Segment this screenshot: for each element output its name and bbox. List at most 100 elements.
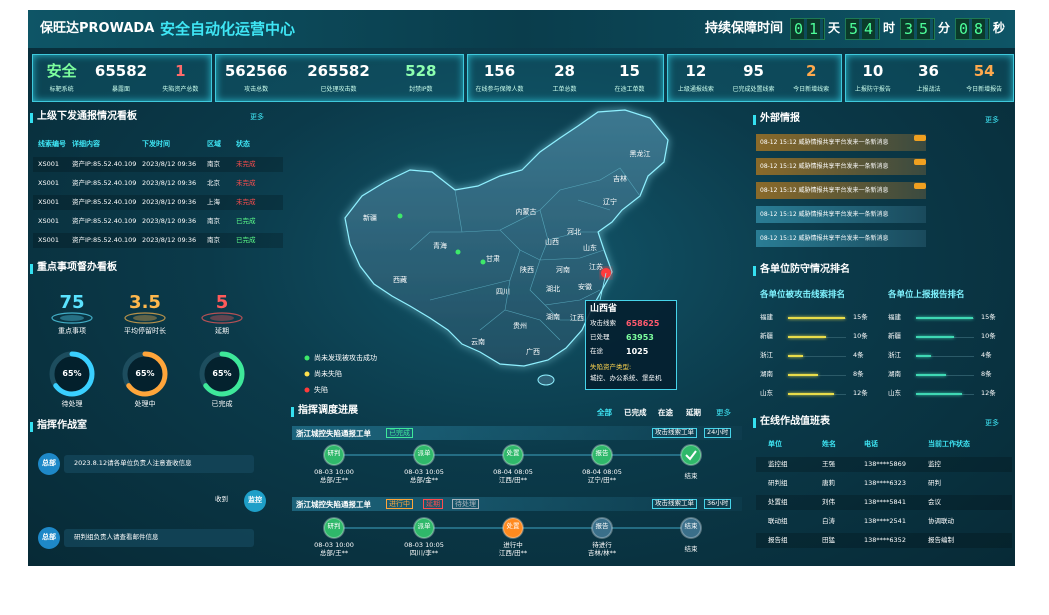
title-bar bbox=[753, 418, 756, 428]
ranking-label: 15条 bbox=[853, 313, 868, 321]
stat-value: 156 bbox=[483, 62, 516, 80]
message-bubble bbox=[64, 529, 254, 547]
panel-title: 外部情报 bbox=[760, 113, 800, 124]
table-cell: 138****2541 bbox=[864, 517, 906, 525]
table-cell: 2023/8/12 09:36 bbox=[142, 217, 197, 225]
tab: 全部 bbox=[597, 408, 612, 417]
step-time: 待进行 bbox=[592, 541, 612, 549]
table-cell: 资产IP:85.52.40.109 bbox=[72, 217, 137, 225]
order-status: 待处理 bbox=[452, 499, 479, 510]
new-badge bbox=[914, 183, 926, 189]
table-cell: 未完成 bbox=[236, 198, 256, 206]
table-cell: XS001 bbox=[38, 198, 59, 206]
province-label: 黑龙江 bbox=[629, 150, 651, 158]
more-link: 更多 bbox=[716, 408, 731, 417]
message-text: 收到 bbox=[215, 495, 228, 503]
step-label: 研判 bbox=[327, 449, 341, 457]
ranking-bar bbox=[788, 336, 826, 338]
province-borders bbox=[409, 167, 641, 341]
order-header bbox=[292, 497, 742, 511]
stat-group bbox=[215, 54, 464, 102]
uptime-digits: 35 bbox=[900, 18, 936, 40]
table-row-bg bbox=[756, 533, 1012, 548]
order-status: 延期 bbox=[423, 499, 443, 510]
ring-label: 65% bbox=[135, 369, 155, 378]
title-bar bbox=[30, 422, 33, 432]
map-dot bbox=[455, 249, 461, 255]
ranking-name: 山东 bbox=[888, 389, 901, 397]
province-label: 甘肃 bbox=[486, 255, 500, 263]
step-person: 江西/田** bbox=[498, 549, 528, 557]
more-link: 更多 bbox=[985, 116, 999, 124]
ranking-name: 湖南 bbox=[760, 370, 773, 378]
map-dot bbox=[480, 259, 486, 265]
metric-label: 重点事项 bbox=[58, 327, 86, 335]
table-header: 当前工作状态 bbox=[928, 440, 970, 448]
intel-text: 08-12 15:12 威胁情报共享平台发来一条新消息 bbox=[760, 187, 889, 194]
step-node bbox=[413, 444, 435, 466]
province-label: 辽宁 bbox=[603, 198, 617, 206]
stat-group bbox=[32, 54, 212, 102]
step-person: 总部/金** bbox=[409, 476, 439, 484]
ranking-bar bbox=[916, 317, 973, 319]
panel-title: 各单位防守情况排名 bbox=[760, 264, 850, 275]
ranking-label: 8条 bbox=[981, 370, 992, 378]
step-person: 结束 bbox=[684, 545, 698, 553]
order-tag: 攻击线索工单 bbox=[652, 428, 697, 438]
message-bubble bbox=[64, 455, 254, 473]
table-cell: 资产IP:85.52.40.109 bbox=[72, 236, 137, 244]
stat-group bbox=[845, 54, 1014, 102]
table-cell: XS001 bbox=[38, 179, 59, 187]
step-label: 报告 bbox=[595, 522, 609, 530]
table-cell: 138****5841 bbox=[864, 498, 906, 506]
more-link: 更多 bbox=[985, 419, 999, 427]
table-cell: 北京 bbox=[207, 179, 220, 187]
table-header: 详细内容 bbox=[72, 140, 100, 148]
step-person: 总部/王** bbox=[319, 549, 349, 557]
stat-label: 在途工单数 bbox=[614, 86, 645, 93]
ranking-label: 8条 bbox=[853, 370, 864, 378]
metric-label: 延期 bbox=[215, 327, 229, 335]
stat-label: 上报战法 bbox=[916, 86, 941, 93]
stat-value: 65582 bbox=[94, 62, 148, 80]
table-cell: 报告组 bbox=[768, 536, 788, 544]
intel-item bbox=[756, 206, 926, 223]
table-cell: 138****6323 bbox=[864, 479, 906, 487]
province-label: 江西 bbox=[570, 314, 584, 322]
ranking-bar bbox=[788, 393, 834, 395]
province-label: 山西 bbox=[545, 238, 559, 246]
stat-value: 2 bbox=[805, 62, 817, 80]
stat-value: 安全 bbox=[46, 62, 77, 80]
table-cell: 研判 bbox=[928, 479, 941, 487]
table-header: 状态 bbox=[236, 140, 250, 148]
ranking-bar bbox=[916, 355, 932, 357]
ring-label: 65% bbox=[62, 369, 82, 378]
order-name: 浙江城控失陷通报工单 bbox=[296, 429, 371, 438]
table-header: 线索编号 bbox=[38, 140, 66, 148]
legend-dot bbox=[304, 387, 310, 393]
tooltip-assets: 城控、办公系统、堡垒机 bbox=[590, 374, 662, 382]
uptime-unit: 时 bbox=[883, 21, 896, 35]
table-header: 单位 bbox=[768, 440, 782, 448]
province-label: 四川 bbox=[496, 288, 510, 296]
table-cell: 监控组 bbox=[768, 460, 788, 468]
step-node bbox=[591, 444, 613, 466]
title-bar bbox=[753, 266, 756, 276]
step-label: 结束 bbox=[684, 522, 698, 530]
ranking-label: 12条 bbox=[981, 389, 996, 397]
step-label: 报告 bbox=[595, 449, 609, 457]
sender: 总部 bbox=[42, 533, 56, 541]
new-badge bbox=[914, 159, 926, 165]
table-cell: 资产IP:85.52.40.109 bbox=[72, 160, 137, 168]
ring-arc bbox=[49, 351, 95, 397]
table-cell: 138****5869 bbox=[864, 460, 906, 468]
ring-label: 65% bbox=[212, 369, 232, 378]
sender: 监控 bbox=[248, 496, 262, 504]
intel-text: 08-12 15:12 威胁情报共享平台发来一条新消息 bbox=[760, 139, 889, 146]
stat-value: 36 bbox=[918, 62, 939, 80]
legend-dot bbox=[304, 371, 310, 377]
tooltip-value: 658625 bbox=[626, 319, 660, 328]
province-label: 青海 bbox=[433, 242, 447, 250]
table-cell: 138****6352 bbox=[864, 536, 906, 544]
ranking-name: 浙江 bbox=[760, 351, 773, 359]
